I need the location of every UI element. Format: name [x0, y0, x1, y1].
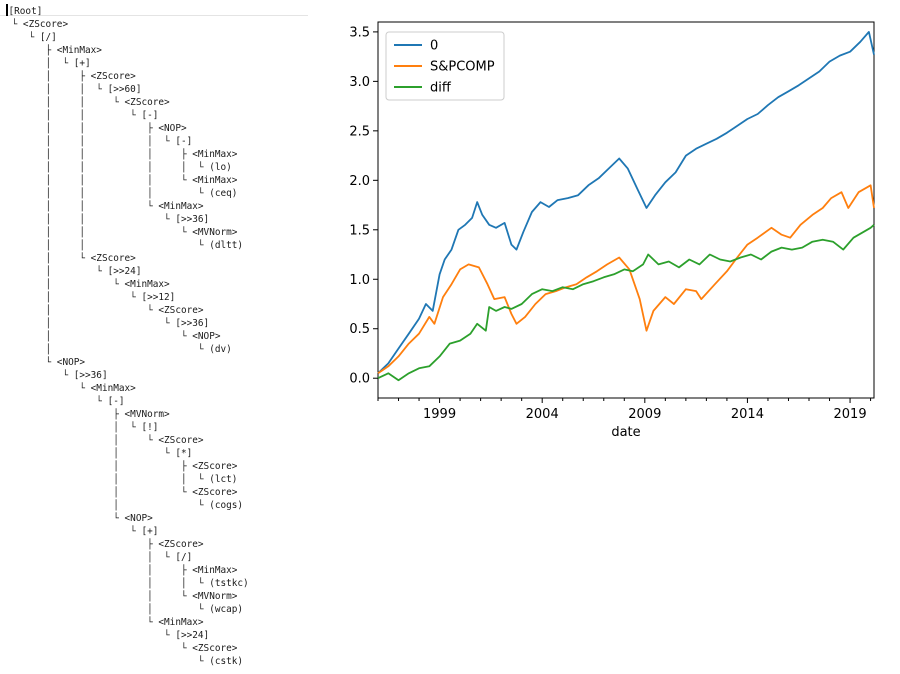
- tree-node-line: │ │ │ │ └ (lo): [6, 162, 232, 173]
- series-layer: [377, 30, 875, 382]
- line-chart: 1999 2004 2009 2014 2019 0.0 0.5 1.0 1.5 2.0 2.5 3…: [349, 21, 875, 440]
- tree-node-line: │ ├ <ZScore>: [6, 461, 238, 472]
- tree-node-line: │ │ └ [>>36]: [6, 214, 210, 225]
- tree-node-line: │ └ [!]: [6, 422, 159, 433]
- tree-node-line: │ │ └ <MVNorm>: [6, 227, 238, 238]
- tree-top-border: [0, 0, 308, 16]
- series-line-0: [377, 30, 875, 374]
- tree-node-line: │ └ <MVNorm>: [6, 591, 238, 602]
- x-axis-ticks: 1999 2004 2009 2014 2019: [377, 398, 872, 422]
- legend-box: [385, 31, 505, 101]
- x-tick-label: 2009: [628, 407, 661, 422]
- legend-entry: S&PCOMP: [430, 60, 495, 75]
- tree-node-line: │ │ └ (dltt): [6, 240, 244, 251]
- tree-node-line: │ ├ <MinMax>: [6, 565, 238, 576]
- tree-node-line: │ ├ <ZScore>: [6, 71, 136, 82]
- tree-node-line: │ └ <MinMax>: [6, 279, 170, 290]
- tree-node-line: │ └ [>>24]: [6, 266, 142, 277]
- tree-node-line: │ └ [/]: [6, 552, 193, 563]
- x-tick-label: 2014: [731, 407, 764, 422]
- y-tick-label: 2.0: [349, 174, 370, 189]
- tree-node-line: └ [-]: [6, 396, 125, 407]
- y-tick-label: 3.0: [349, 75, 370, 90]
- tree-node-line: └ <ZScore>: [6, 643, 238, 654]
- tree-node-line: │ └ [>>12]: [6, 292, 176, 303]
- tree-node-line: └ [+]: [6, 526, 159, 537]
- tree-node-line: └ <MinMax>: [6, 383, 136, 394]
- tree-node-line: │ │ └ (tstkc): [6, 578, 249, 589]
- chart-panel: 1999 2004 2009 2014 2019 0.0 0.5 1.0 1.5 2.0 2.5 3…: [320, 0, 900, 674]
- tree-node-line: └ [>>36]: [6, 370, 108, 381]
- legend-entry: diff: [430, 81, 452, 96]
- tree-node-line: └ [>>24]: [6, 630, 210, 641]
- tree-node-line: │ │ └ <MinMax>: [6, 201, 204, 212]
- tree-node-line: │ └ (wcap): [6, 604, 244, 615]
- tree-node-line: │ └ [*]: [6, 448, 193, 459]
- expression-tree[interactable]: [Root] └ <ZScore> └ [/] ├ <MinMax> │ └ […: [6, 4, 249, 668]
- tree-node-line: │ │ │ └ (ceq): [6, 188, 238, 199]
- tree-node-line: │ │ │ └ [-]: [6, 136, 193, 147]
- y-tick-label: 1.0: [349, 273, 370, 288]
- tree-node-line: │ └ [>>36]: [6, 318, 210, 329]
- tree-node-line: │ └ <ZScore>: [6, 487, 238, 498]
- tree-panel: [Root] └ <ZScore> └ [/] ├ <MinMax> │ └ […: [0, 0, 308, 674]
- x-tick-label: 2019: [834, 407, 867, 422]
- tree-node-line: │ └ (cogs): [6, 500, 244, 511]
- x-axis-label: date: [611, 425, 640, 440]
- tree-node-line: │ │ └ (lct): [6, 474, 238, 485]
- tree-node-line: │ │ ├ <NOP>: [6, 123, 187, 134]
- y-tick-label: 0.0: [349, 372, 370, 387]
- tree-node-line: │ └ <NOP>: [6, 331, 221, 342]
- tree-node-line: │ │ └ <ZScore>: [6, 97, 170, 108]
- tree-node-line: │ │ │ ├ <MinMax>: [6, 149, 238, 160]
- legend: 0 S&PCOMP diff: [385, 31, 505, 101]
- tree-node-line: │ └ <ZScore>: [6, 253, 136, 264]
- text-cursor: [6, 4, 8, 16]
- x-tick-label: 1999: [423, 407, 456, 422]
- tree-node-line: │ └ (dv): [6, 344, 232, 355]
- tree-node-line: │ │ │ └ <MinMax>: [6, 175, 238, 186]
- tree-node-line: └ <ZScore>: [6, 19, 69, 30]
- tree-node-line: └ [/]: [6, 32, 57, 43]
- tree-node-line: │ └ [+]: [6, 58, 91, 69]
- series-line-diff: [377, 224, 875, 382]
- tree-node-line: ├ <ZScore>: [6, 539, 204, 550]
- tree-node-line: └ <NOP>: [6, 513, 153, 524]
- tree-node-line: └ <MinMax>: [6, 617, 204, 628]
- y-tick-label: 0.5: [349, 322, 370, 337]
- y-tick-label: 1.5: [349, 223, 370, 238]
- x-tick-label: 2004: [526, 407, 559, 422]
- tree-node-line: │ │ └ [-]: [6, 110, 159, 121]
- tree-node-line: │ └ <ZScore>: [6, 435, 204, 446]
- series-line-s-pcomp: [377, 184, 875, 375]
- y-axis-ticks: 0.0 0.5 1.0 1.5 2.0 2.5 3.0 3.5: [349, 25, 378, 387]
- y-tick-label: 2.5: [349, 124, 370, 139]
- tree-node-line: ├ <MinMax>: [6, 45, 102, 56]
- tree-node-line: │ │ └ [>>60]: [6, 84, 142, 95]
- legend-entry: 0: [430, 39, 438, 54]
- tree-node-line: ├ <MVNorm>: [6, 409, 170, 420]
- tree-node-line: [Root]: [6, 4, 42, 17]
- tree-node-line: └ <NOP>: [6, 357, 86, 368]
- tree-node-line: │ └ <ZScore>: [6, 305, 204, 316]
- tree-node-line: └ (cstk): [6, 656, 244, 667]
- y-tick-label: 3.5: [349, 25, 370, 40]
